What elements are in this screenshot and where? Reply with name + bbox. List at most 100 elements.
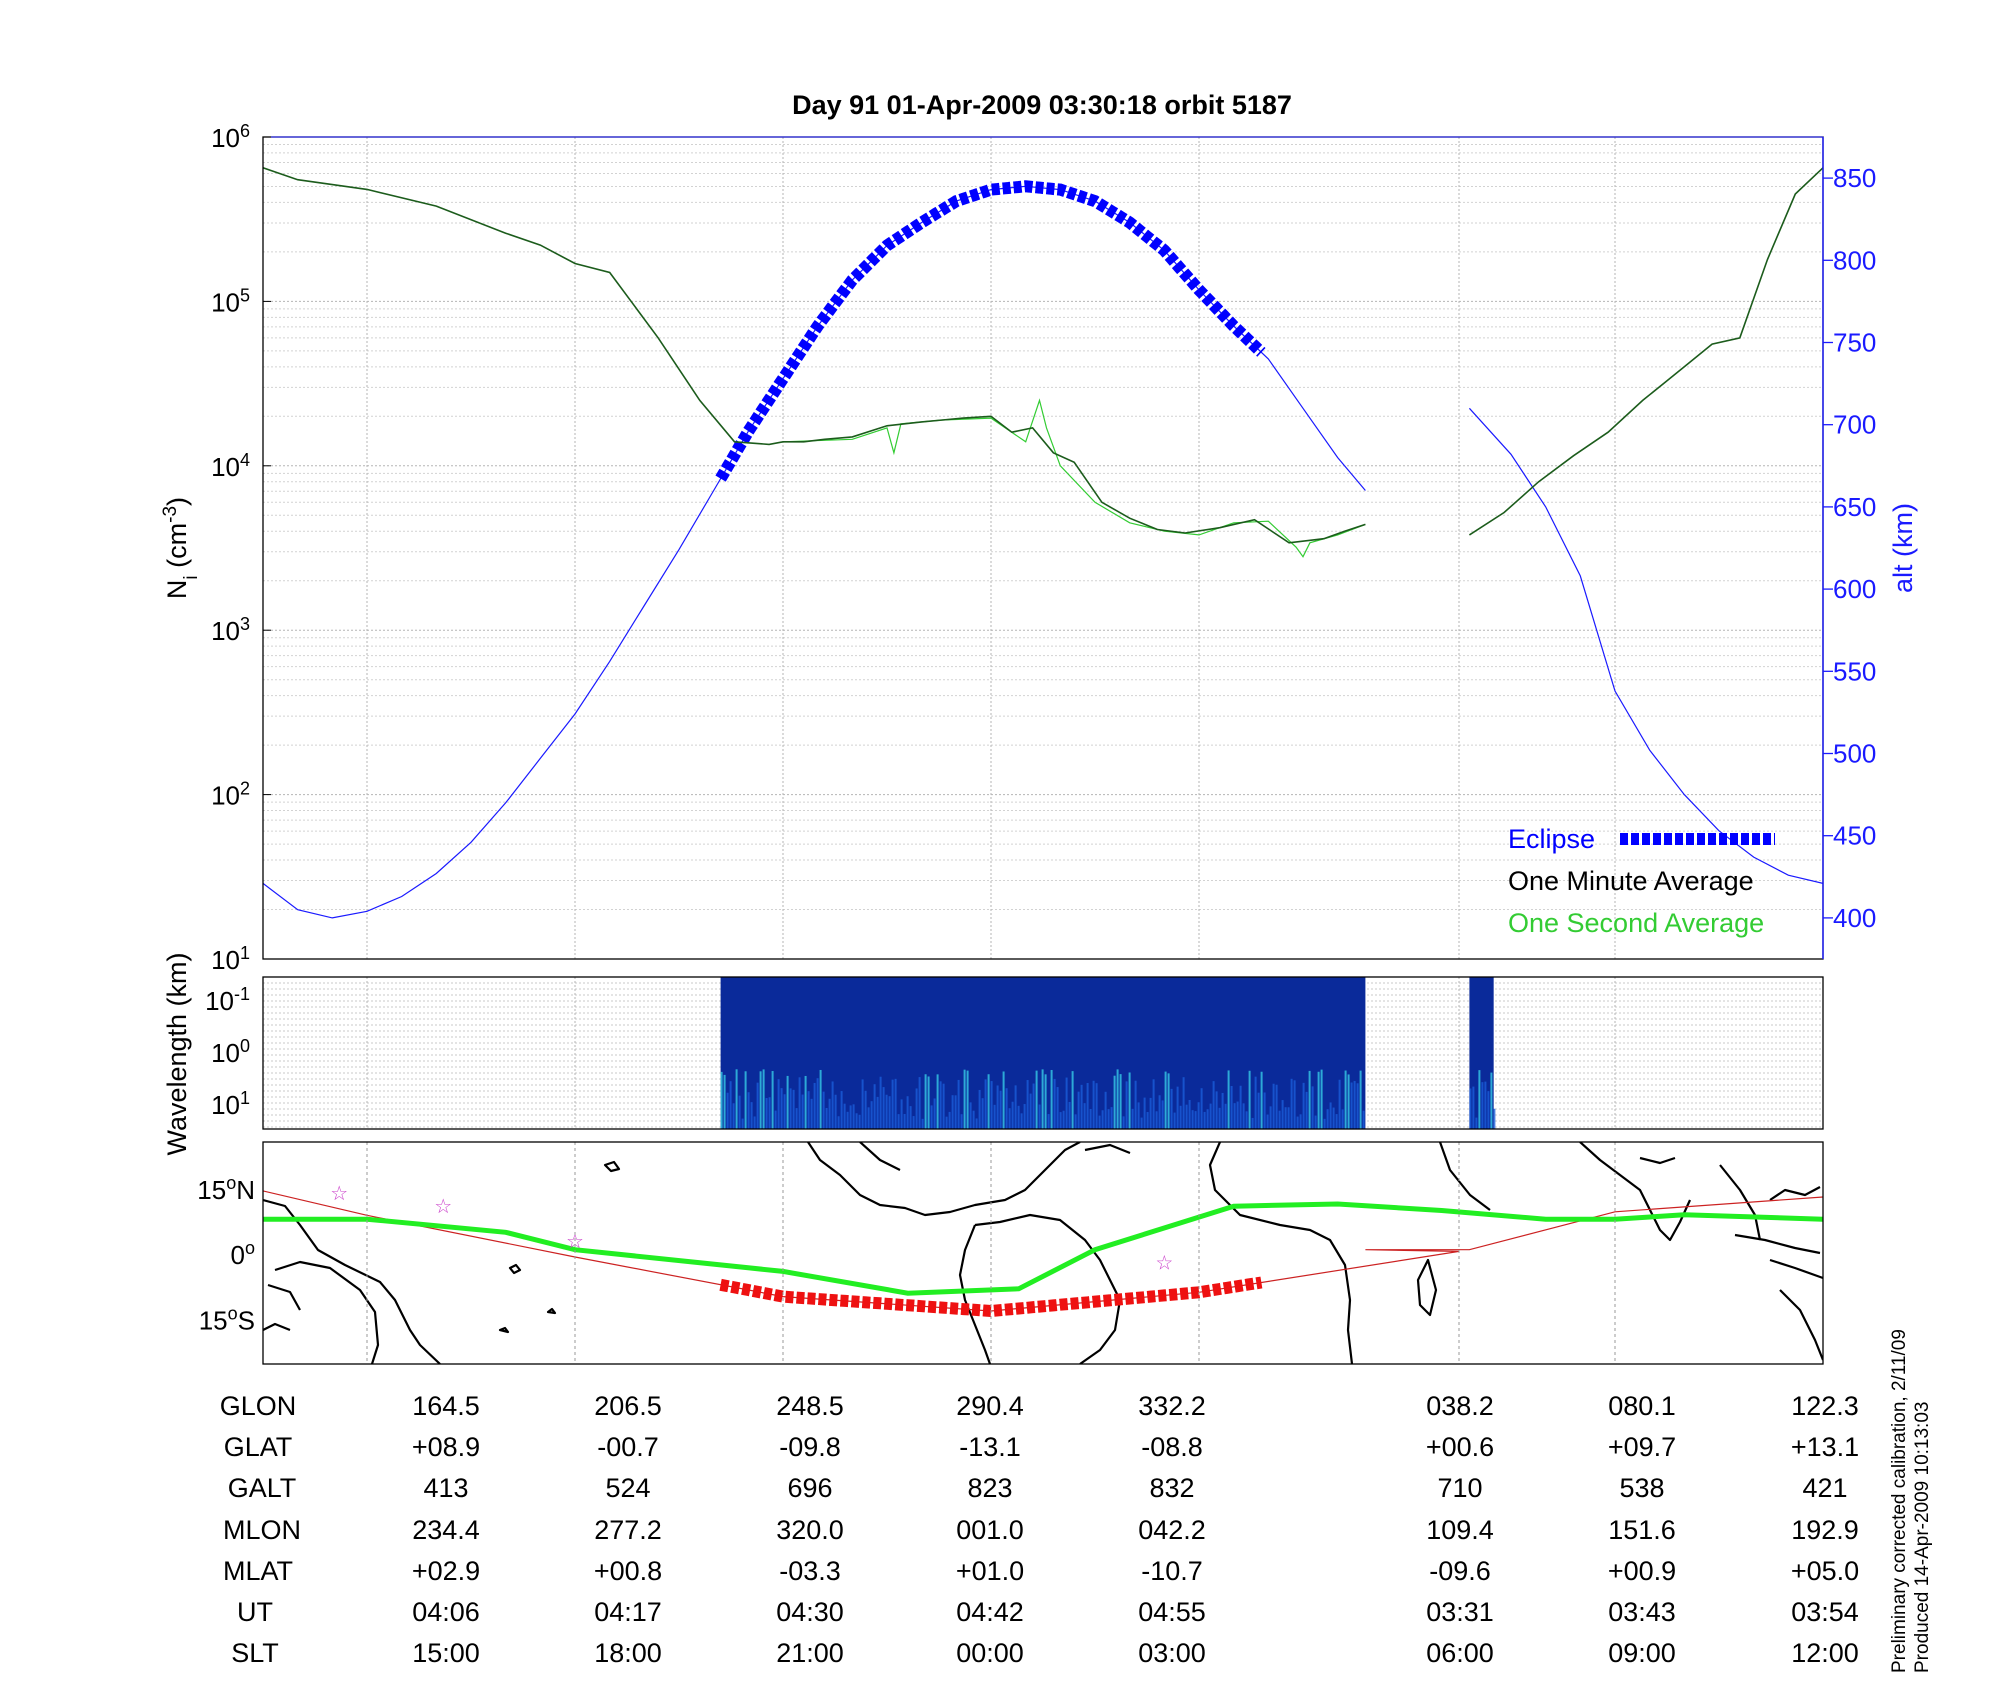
spectrogram-stripe (774, 1110, 777, 1129)
spectrogram-stripe (1026, 1080, 1029, 1129)
spectrogram-stripe (1116, 1069, 1119, 1129)
spectrogram-stripe (1089, 1108, 1092, 1129)
spectrogram-stripe (792, 1089, 795, 1129)
spectrogram-stripe (1104, 1091, 1107, 1129)
ylabel-right: alt (km) (1888, 503, 1918, 593)
spectrogram (720, 977, 1496, 1129)
table-cell: 277.2 (594, 1515, 662, 1545)
spectrogram-stripe (1206, 1109, 1209, 1129)
spectrogram-stripe (1029, 1093, 1032, 1129)
table-cell: 03:00 (1138, 1638, 1206, 1668)
spectrogram-stripe (864, 1090, 867, 1129)
ylabel-wavelength: Wavelength (km) (162, 952, 192, 1155)
spectrogram-stripe (867, 1107, 870, 1129)
table-cell: 413 (423, 1473, 468, 1503)
spectrogram-stripe (918, 1077, 921, 1129)
table-cell: 332.2 (1138, 1391, 1206, 1421)
table-cell: 12:00 (1791, 1638, 1859, 1668)
table-cell: 03:54 (1791, 1597, 1859, 1627)
spectrogram-stripe (1131, 1108, 1134, 1129)
spectrogram-stripe (1263, 1092, 1266, 1129)
spectrogram-stripe (882, 1087, 885, 1129)
spectrogram-stripe (1038, 1104, 1041, 1129)
spectrogram-stripe (741, 1118, 744, 1129)
spectrogram-stripe (1359, 1070, 1362, 1129)
spectrogram-stripe (762, 1069, 765, 1129)
table-cell: 164.5 (412, 1391, 480, 1421)
alt-tick-label: 850 (1833, 163, 1876, 193)
middle-panel-ticks: 10-1 100 101 (205, 984, 250, 1120)
spectrogram-stripe (1248, 1070, 1251, 1129)
spectrogram-stripe (1044, 1074, 1047, 1129)
spectrogram-stripe (732, 1103, 735, 1129)
magnetic-equator (263, 1201, 1823, 1296)
map-stars: ☆ ☆ ☆ ☆ (330, 1183, 1173, 1275)
spectrogram-stripe (1469, 1088, 1472, 1129)
spectrogram-stripe (1146, 1112, 1149, 1129)
spectrogram-stripe (789, 1088, 792, 1129)
spectrogram-stripe (756, 1082, 759, 1129)
spectrogram-stripe (1062, 1110, 1065, 1129)
spectrogram-stripe (729, 1081, 732, 1129)
legend-one-second: One Second Average (1508, 908, 1764, 938)
footnote-line1: Preliminary corrected calibration, 2/11/… (1889, 1329, 1910, 1673)
spectrogram-stripe (771, 1071, 774, 1129)
spectrogram-stripe (843, 1103, 846, 1129)
alt-tick-label: 600 (1833, 574, 1876, 604)
alt-tick-label: 400 (1833, 903, 1876, 933)
spectrogram-stripe (1341, 1109, 1344, 1129)
alt-tick-label: 750 (1833, 328, 1876, 358)
table-cell: 00:00 (956, 1638, 1024, 1668)
spectrogram-stripe (723, 1074, 726, 1129)
spectrogram-stripe (969, 1102, 972, 1129)
spectrogram-stripe (1032, 1083, 1035, 1129)
spectrogram-stripe (795, 1108, 798, 1129)
spectrogram-stripe (1122, 1116, 1125, 1129)
spectrogram-stripe (1023, 1104, 1026, 1129)
table-cell: 06:00 (1426, 1638, 1494, 1668)
spectrogram-stripe (978, 1089, 981, 1129)
series-one-minute (263, 167, 1366, 544)
spectrogram-stripe (1305, 1091, 1308, 1129)
spectrogram-stripe (726, 1092, 729, 1129)
spectrogram-stripe (1269, 1106, 1272, 1129)
spectrogram-stripe (1472, 1086, 1475, 1129)
alt-tick-label: 800 (1833, 245, 1876, 275)
star-marker: ☆ (330, 1183, 348, 1205)
spectrogram-stripe (768, 1097, 771, 1129)
spectrogram-stripe (1056, 1087, 1059, 1129)
spectrogram-stripe (1119, 1074, 1122, 1129)
spectrogram-stripe (1284, 1107, 1287, 1129)
spectrogram-stripe (1011, 1101, 1014, 1129)
spectrogram-stripe (816, 1078, 819, 1129)
spectrogram-stripe (1254, 1076, 1257, 1129)
spectrogram-stripe (1239, 1085, 1242, 1129)
spectrogram-stripe (1182, 1077, 1185, 1129)
spectrogram-stripe (1257, 1092, 1260, 1129)
spectrogram-stripe (1170, 1088, 1173, 1129)
spectrogram-stripe (966, 1070, 969, 1129)
spectrogram-stripe (1050, 1069, 1053, 1129)
spectrogram-stripe (1347, 1074, 1350, 1129)
spectrogram-stripe (972, 1110, 975, 1129)
table-cell: +09.7 (1608, 1432, 1676, 1462)
spectrogram-stripe (981, 1098, 984, 1129)
spectrogram-stripe (798, 1077, 801, 1129)
spectrogram-stripe (936, 1074, 939, 1129)
table-cell: -09.6 (1429, 1556, 1491, 1586)
orbit-table: GLON GLAT GALT MLON MLAT UT SLT 164.5 +08.9 413 23… (220, 1391, 1859, 1668)
spectrogram-stripe (1317, 1071, 1320, 1129)
spectrogram-stripe (1185, 1104, 1188, 1129)
y-tick-label: 104 (211, 450, 250, 482)
spectrogram-stripe (1164, 1071, 1167, 1129)
spectrogram-stripe (1053, 1078, 1056, 1129)
row-label: SLT (231, 1638, 279, 1668)
spectrogram-stripe (1251, 1117, 1254, 1129)
spectrogram-stripe (1245, 1111, 1248, 1129)
spectrogram-stripe (963, 1069, 966, 1129)
row-label: GALT (228, 1473, 297, 1503)
alt-tick-label: 500 (1833, 739, 1876, 769)
spectrogram-stripe (1490, 1072, 1493, 1129)
top-panel: 101 102 103 104 105 106 400 450 500 550 600 650 700… (160, 121, 1919, 975)
